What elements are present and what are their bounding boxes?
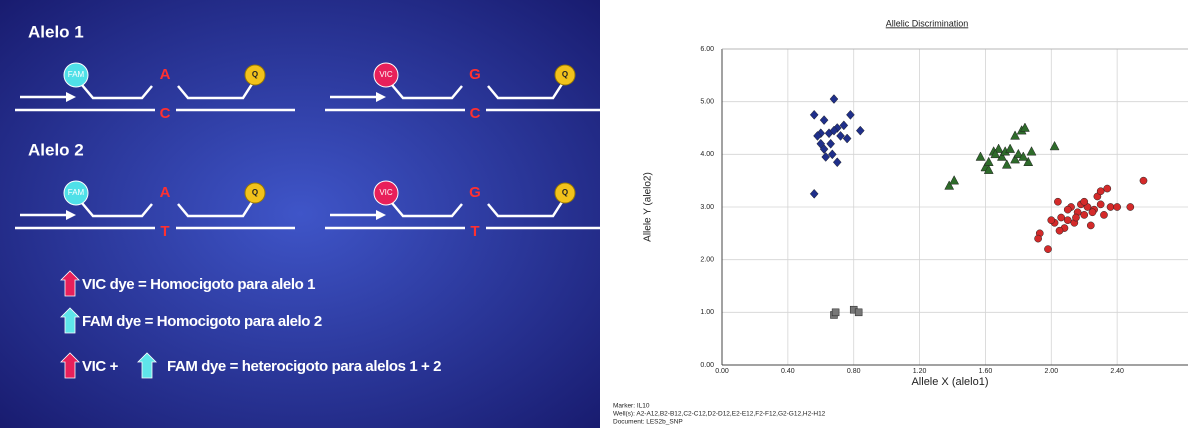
footer-text: Marker: IL10 [613,403,650,410]
x-tick-label: 1.60 [979,368,993,375]
point [1048,217,1055,224]
probe-base: A [160,184,171,201]
point [1044,246,1051,253]
y-axis-label: Allele Y (alelo2) [643,172,654,242]
y-tick-label: 6.00 [700,46,714,53]
point [1100,211,1107,218]
point [1097,188,1104,195]
point [855,309,862,316]
y-tick-label: 0.00 [700,362,714,369]
probe-base: G [469,66,481,83]
point [1058,214,1065,221]
dye-label: VIC [379,188,393,197]
target-base: T [470,223,479,240]
point [1064,217,1071,224]
point [1140,177,1147,184]
x-tick-label: 0.00 [715,368,729,375]
x-tick-label: 0.40 [781,368,795,375]
footer-text: Well(s): A2-A12,B2-B12,C2-C12,D2-D12,E2-… [613,411,826,418]
point [1087,222,1094,229]
point [1127,203,1134,210]
legend-text: FAM dye = Homocigoto para alelo 2 [82,313,322,330]
footer-text: Document: LES2b_SNP [613,419,683,426]
target-base: T [160,223,169,240]
point [1035,235,1042,242]
point [1081,198,1088,205]
quencher-label: Q [252,188,258,197]
point [1072,214,1079,221]
y-tick-label: 2.00 [700,257,714,264]
dye-label: VIC [379,70,393,79]
legend-text: FAM dye = heterocigoto para alelos 1 + 2 [167,358,441,375]
point [1107,203,1114,210]
x-tick-label: 0.80 [847,368,861,375]
point [1114,203,1121,210]
y-tick-label: 1.00 [700,309,714,316]
x-tick-label: 2.00 [1044,368,1058,375]
point [1097,201,1104,208]
y-tick-label: 5.00 [700,99,714,106]
point [1054,198,1061,205]
point [1064,206,1071,213]
quencher-label: Q [562,188,568,197]
x-tick-label: 2.40 [1110,368,1124,375]
y-tick-label: 3.00 [700,204,714,211]
section-title: Alelo 1 [28,22,84,41]
dye-label: FAM [68,70,85,79]
screenshot: Alelo 1 FAM Q A C VIC Q G C Alelo 2 FAM Q A T VIC Q G T VI… [0,0,1189,432]
chart-title: Allelic Discrimination [886,18,969,28]
quencher-label: Q [562,70,568,79]
dye-label: FAM [68,188,85,197]
target-base: C [470,105,481,122]
legend-text: VIC dye = Homocigoto para alelo 1 [82,276,315,293]
x-tick-label: 1.20 [913,368,927,375]
quencher-label: Q [252,70,258,79]
probe-base: G [469,184,481,201]
point [1104,185,1111,192]
y-tick-label: 4.00 [700,151,714,158]
chart: Allelic Discrimination Allele X (alelo1)… [613,18,1188,425]
point [1089,209,1096,216]
point [1056,227,1063,234]
legend-text: VIC + [82,358,119,375]
target-base: C [160,105,171,122]
point [1081,211,1088,218]
probe-base: A [160,66,171,83]
point [832,309,839,316]
x-axis-label: Allele X (alelo1) [911,376,988,388]
section-title: Alelo 2 [28,140,84,159]
